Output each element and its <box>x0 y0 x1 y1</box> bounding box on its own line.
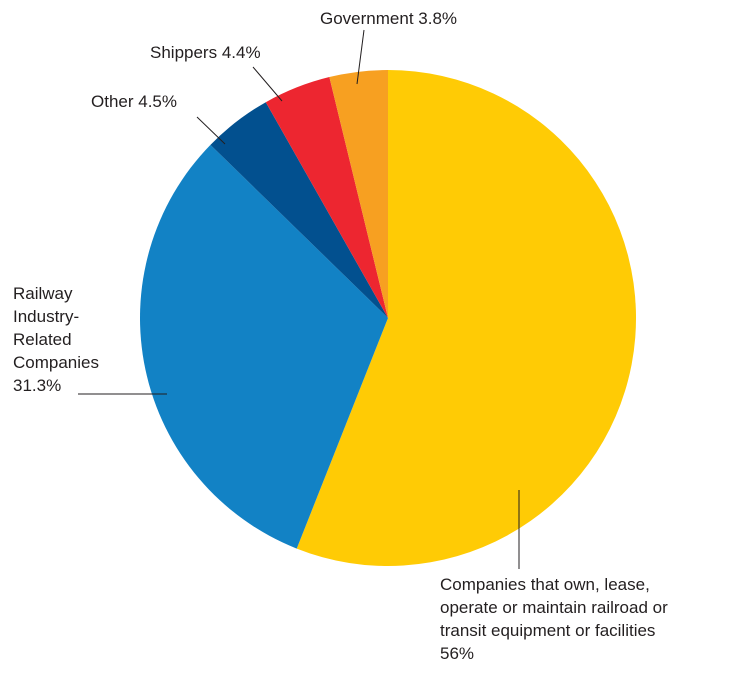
slice-label-line: 31.3% <box>13 376 61 395</box>
pie-slice-other <box>210 102 388 318</box>
pie-slice-railway <box>140 144 388 549</box>
leader-line-shippers <box>252 66 283 102</box>
slice-label-line: Related <box>13 330 72 349</box>
slice-label-line: operate or maintain railroad or <box>440 598 668 617</box>
slice-label-line: 56% <box>440 644 474 663</box>
slice-label-line: Companies <box>13 353 99 372</box>
slice-label-companies: Companies that own, lease, operate or mai… <box>440 575 668 663</box>
slice-label-shippers: Shippers 4.4% <box>150 43 261 62</box>
slice-label-line: Industry- <box>13 307 79 326</box>
slice-label-line: Other 4.5% <box>91 92 177 111</box>
slice-label-line: Shippers 4.4% <box>150 43 261 62</box>
slice-label-line: Railway <box>13 284 73 303</box>
slice-label-railway: Railway Industry- Related Companies 31.3% <box>13 284 99 395</box>
slice-label-government: Government 3.8% <box>320 9 457 28</box>
slice-label-other: Other 4.5% <box>91 92 177 111</box>
pie-slice-companies <box>296 70 637 566</box>
pie-slice-shippers <box>265 77 388 318</box>
slice-label-line: transit equipment or facilities <box>440 621 655 640</box>
pie-labels: Companies that own, lease, operate or mai… <box>13 9 668 663</box>
leader-line-other <box>196 116 226 145</box>
slice-label-line: Companies that own, lease, <box>440 575 650 594</box>
pie-slice-government <box>329 70 388 318</box>
slice-label-line: Government 3.8% <box>320 9 457 28</box>
pie-slices <box>140 70 637 566</box>
leader-line-government <box>356 29 365 85</box>
